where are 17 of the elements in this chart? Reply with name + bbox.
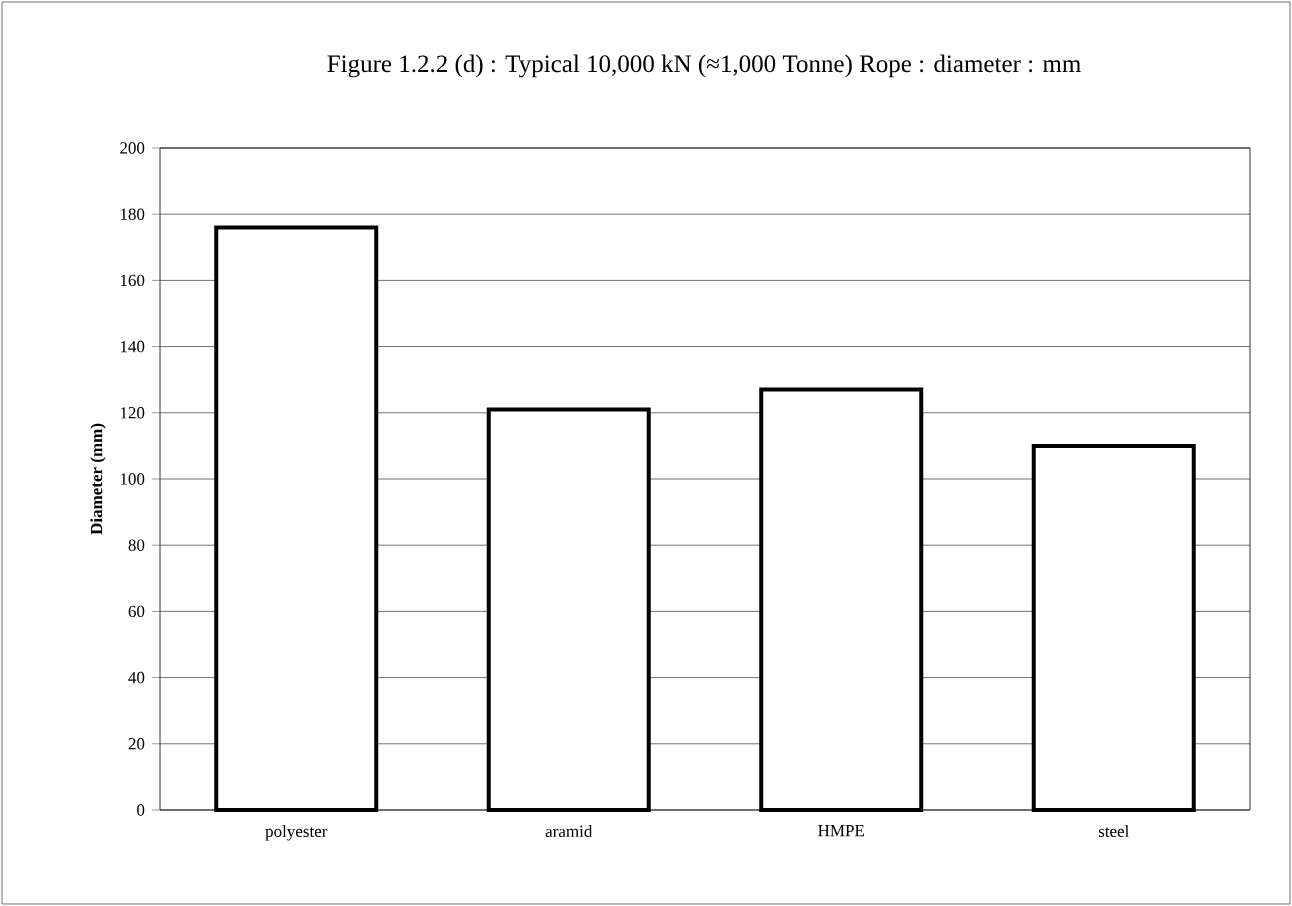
y-tick-label: 160 xyxy=(120,274,145,287)
y-tick-label: 20 xyxy=(128,738,145,750)
y-tick-label: 140 xyxy=(120,340,145,353)
x-tick-label: steel xyxy=(1098,825,1129,837)
chart-title: Figure 1.2.2 (d) : Typical 10,000 kN (≈1,000 Tonne) Rope : diameter : mm xyxy=(327,54,1081,78)
y-tick-label: 0 xyxy=(137,804,145,816)
y-tick-label: 180 xyxy=(120,208,145,220)
x-tick-label: polyester xyxy=(265,825,328,841)
x-tick-label: HMPE xyxy=(818,825,864,837)
y-tick-label: 80 xyxy=(128,539,145,551)
y-tick-label: 120 xyxy=(120,407,145,419)
y-tick-label: 200 xyxy=(120,142,145,154)
y-tick-label: 60 xyxy=(128,605,145,618)
y-tick-label: 40 xyxy=(128,671,145,684)
x-tick-label: aramid xyxy=(545,825,593,837)
y-axis-title: Diameter (mm) xyxy=(90,423,106,535)
y-tick-label: 100 xyxy=(120,473,145,485)
